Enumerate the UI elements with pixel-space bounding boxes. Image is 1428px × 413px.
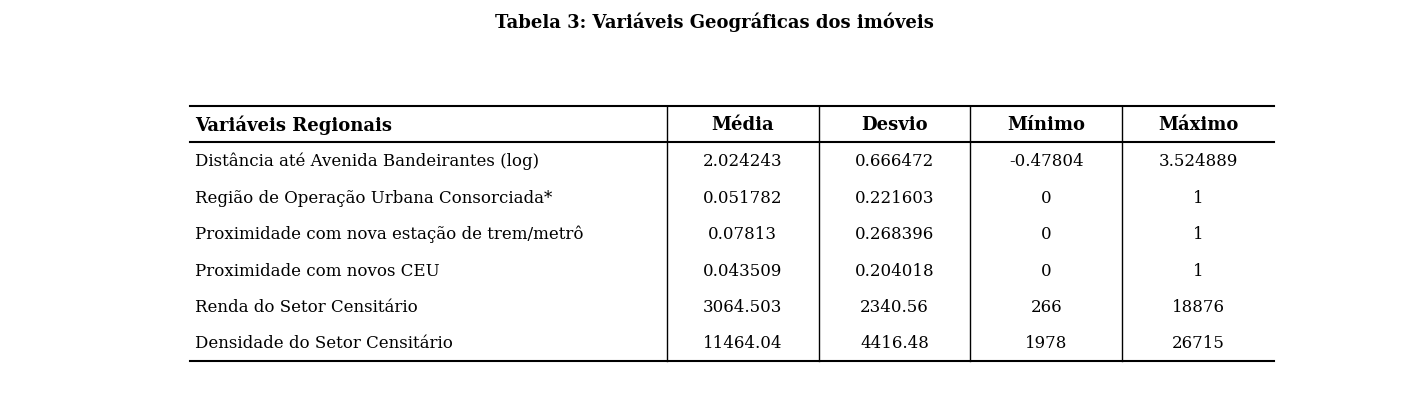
Text: 1: 1 bbox=[1192, 225, 1204, 242]
Text: 2340.56: 2340.56 bbox=[860, 298, 928, 315]
Text: 0.07813: 0.07813 bbox=[708, 225, 777, 242]
Text: 0.204018: 0.204018 bbox=[855, 262, 934, 279]
Text: 266: 266 bbox=[1031, 298, 1062, 315]
Text: 2.024243: 2.024243 bbox=[703, 153, 783, 170]
Text: Proximidade com novos CEU: Proximidade com novos CEU bbox=[196, 262, 440, 279]
Text: 0.051782: 0.051782 bbox=[703, 189, 783, 206]
Text: Máximo: Máximo bbox=[1158, 116, 1238, 134]
Text: 0.221603: 0.221603 bbox=[855, 189, 934, 206]
Text: Densidade do Setor Censitário: Densidade do Setor Censitário bbox=[196, 335, 453, 351]
Text: 0: 0 bbox=[1041, 225, 1051, 242]
Text: 0: 0 bbox=[1041, 189, 1051, 206]
Text: -0.47804: -0.47804 bbox=[1010, 153, 1084, 170]
Text: Variáveis Regionais: Variáveis Regionais bbox=[196, 115, 393, 135]
Text: 18876: 18876 bbox=[1172, 298, 1225, 315]
Text: Tabela 3: Variáveis Geográficas dos imóveis: Tabela 3: Variáveis Geográficas dos imóv… bbox=[494, 12, 934, 32]
Text: 0: 0 bbox=[1041, 262, 1051, 279]
Text: Proximidade com nova estação de trem/metrô: Proximidade com nova estação de trem/met… bbox=[196, 225, 584, 243]
Text: Média: Média bbox=[711, 116, 774, 134]
Text: 26715: 26715 bbox=[1172, 335, 1225, 351]
Text: 3064.503: 3064.503 bbox=[703, 298, 783, 315]
Text: 1978: 1978 bbox=[1025, 335, 1068, 351]
Text: 0.666472: 0.666472 bbox=[855, 153, 934, 170]
Text: 0.268396: 0.268396 bbox=[855, 225, 934, 242]
Text: Região de Operação Urbana Consorciada*: Região de Operação Urbana Consorciada* bbox=[196, 189, 553, 206]
Text: Distância até Avenida Bandeirantes (log): Distância até Avenida Bandeirantes (log) bbox=[196, 152, 540, 170]
Text: 11464.04: 11464.04 bbox=[703, 335, 783, 351]
Text: 1: 1 bbox=[1192, 189, 1204, 206]
Text: Renda do Setor Censitário: Renda do Setor Censitário bbox=[196, 298, 418, 315]
Text: 4416.48: 4416.48 bbox=[860, 335, 930, 351]
Text: 3.524889: 3.524889 bbox=[1158, 153, 1238, 170]
Text: 1: 1 bbox=[1192, 262, 1204, 279]
Text: 0.043509: 0.043509 bbox=[703, 262, 783, 279]
Text: Mínimo: Mínimo bbox=[1007, 116, 1085, 134]
Text: Desvio: Desvio bbox=[861, 116, 928, 134]
